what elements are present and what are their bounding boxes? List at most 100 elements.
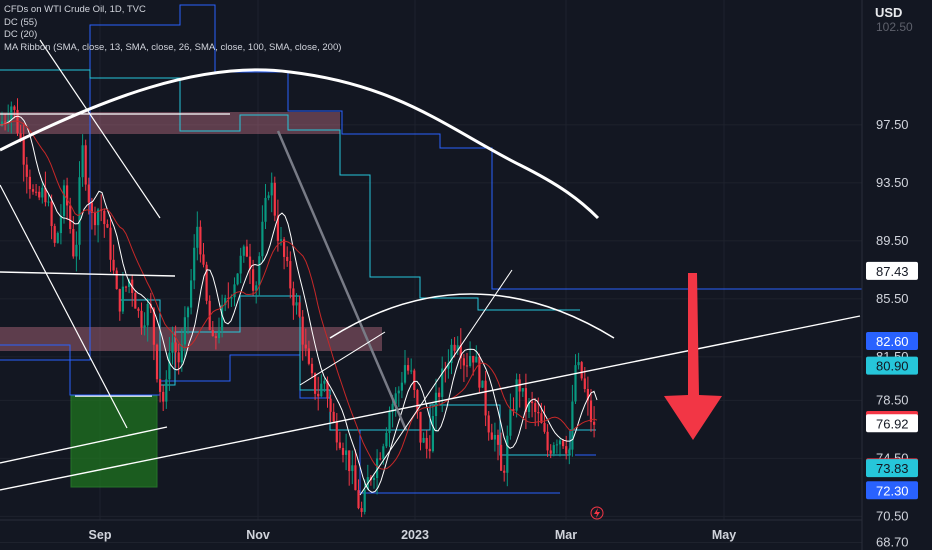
candle-body — [137, 308, 140, 311]
candle-body — [25, 164, 28, 177]
candle-body — [431, 416, 434, 452]
currency-label[interactable]: USD — [875, 5, 903, 20]
price-tick: 68.70 — [876, 535, 909, 550]
candle-body — [487, 415, 490, 433]
candle-body — [258, 256, 261, 286]
candle-body — [493, 434, 496, 440]
candle-body — [202, 254, 205, 265]
candle-body — [252, 269, 255, 291]
candle-body — [512, 409, 515, 411]
candle-body — [248, 256, 252, 270]
price-badge: 87.43 — [866, 261, 918, 280]
candle-body — [490, 432, 493, 440]
candle-body — [472, 355, 475, 363]
candle-body — [174, 342, 177, 353]
candle-body — [87, 184, 90, 203]
candle-body — [357, 490, 360, 509]
candle-body — [186, 307, 190, 318]
candle-body — [276, 215, 279, 241]
candle-body — [407, 365, 410, 371]
candle-body — [403, 365, 407, 383]
candle-body — [500, 444, 503, 471]
candle-body — [115, 270, 118, 290]
candle-body — [335, 421, 338, 443]
candle-body — [84, 145, 87, 185]
candle-body — [568, 449, 571, 454]
candle-body — [124, 286, 128, 288]
candle-body — [552, 445, 555, 454]
candle-body — [152, 308, 155, 345]
candle-body — [159, 379, 162, 392]
candle-body — [438, 392, 441, 397]
svg-text:82.60: 82.60 — [876, 334, 909, 349]
candle-body — [177, 352, 180, 363]
upper-zone — [0, 112, 340, 134]
price-tick: 85.50 — [876, 291, 909, 306]
candle-body — [478, 356, 481, 388]
candle-body — [47, 201, 50, 203]
candle-body — [78, 177, 81, 245]
trendline-channel-low — [299, 331, 386, 386]
candle-body — [13, 106, 16, 110]
candle-body — [289, 261, 292, 289]
candle-body — [273, 182, 276, 216]
flash-icon[interactable] — [590, 506, 604, 520]
candle-body — [196, 226, 199, 248]
candle-body — [326, 380, 329, 399]
candle-body — [509, 409, 512, 436]
candle-body — [521, 388, 524, 392]
ma200-curve — [0, 68, 600, 220]
time-axis[interactable]: Sep Nov 2023 Mar May — [0, 519, 862, 542]
candle-body — [351, 465, 354, 472]
candle-body — [245, 246, 248, 257]
candle-body — [320, 383, 323, 397]
candle-body — [180, 344, 183, 363]
candle-body — [338, 442, 341, 448]
candle-body — [524, 388, 527, 412]
candle-body — [205, 264, 208, 301]
candle-body — [236, 273, 239, 285]
candle-body — [301, 316, 304, 345]
candle-body — [372, 478, 376, 481]
candle-body — [59, 215, 62, 234]
price-tick: 93.50 — [876, 175, 909, 190]
candle-body — [543, 422, 546, 432]
candle-body — [19, 133, 22, 140]
trendlines — [0, 39, 861, 496]
candle-body — [221, 305, 224, 331]
legend-dc-55[interactable]: DC (55) — [4, 16, 38, 28]
candle-body — [562, 440, 565, 447]
grid-lines — [0, 0, 862, 543]
candle-body — [93, 212, 97, 226]
candle-body — [97, 209, 100, 226]
candle-body — [410, 370, 413, 372]
candle-body — [354, 465, 357, 491]
candle-body — [441, 368, 444, 397]
candle-body — [345, 450, 348, 455]
candle-body — [363, 489, 366, 512]
candle-body — [459, 345, 462, 359]
candle-body — [348, 450, 351, 472]
price-tick: 70.50 — [876, 508, 909, 523]
candle-body — [38, 191, 41, 198]
legend-symbol[interactable]: CFDs on WTI Crude Oil, 1D, TVC — [4, 4, 146, 15]
candle-body — [425, 437, 428, 449]
candle-body — [428, 448, 431, 452]
candle-body — [50, 201, 53, 227]
candle-body — [121, 286, 124, 312]
down-arrow-icon — [664, 273, 722, 440]
legend-dc-20[interactable]: DC (20) — [4, 29, 38, 40]
candle-body — [106, 224, 109, 228]
candle-body — [388, 411, 391, 433]
candle-body — [323, 380, 326, 384]
candle-body — [456, 345, 459, 351]
ma26-line — [0, 120, 598, 470]
price-axis[interactable]: 102.50 68.7070.5074.5078.5081.5085.5089.… — [861, 0, 932, 550]
candle-body — [475, 356, 478, 363]
legend-ma-ribbon[interactable]: MA Ribbon (SMA, close, 13, SMA, close, 2… — [4, 41, 342, 53]
time-tick: Mar — [555, 528, 577, 542]
candle-body — [35, 191, 38, 193]
candle-body — [143, 325, 146, 328]
candle-body — [481, 380, 484, 388]
